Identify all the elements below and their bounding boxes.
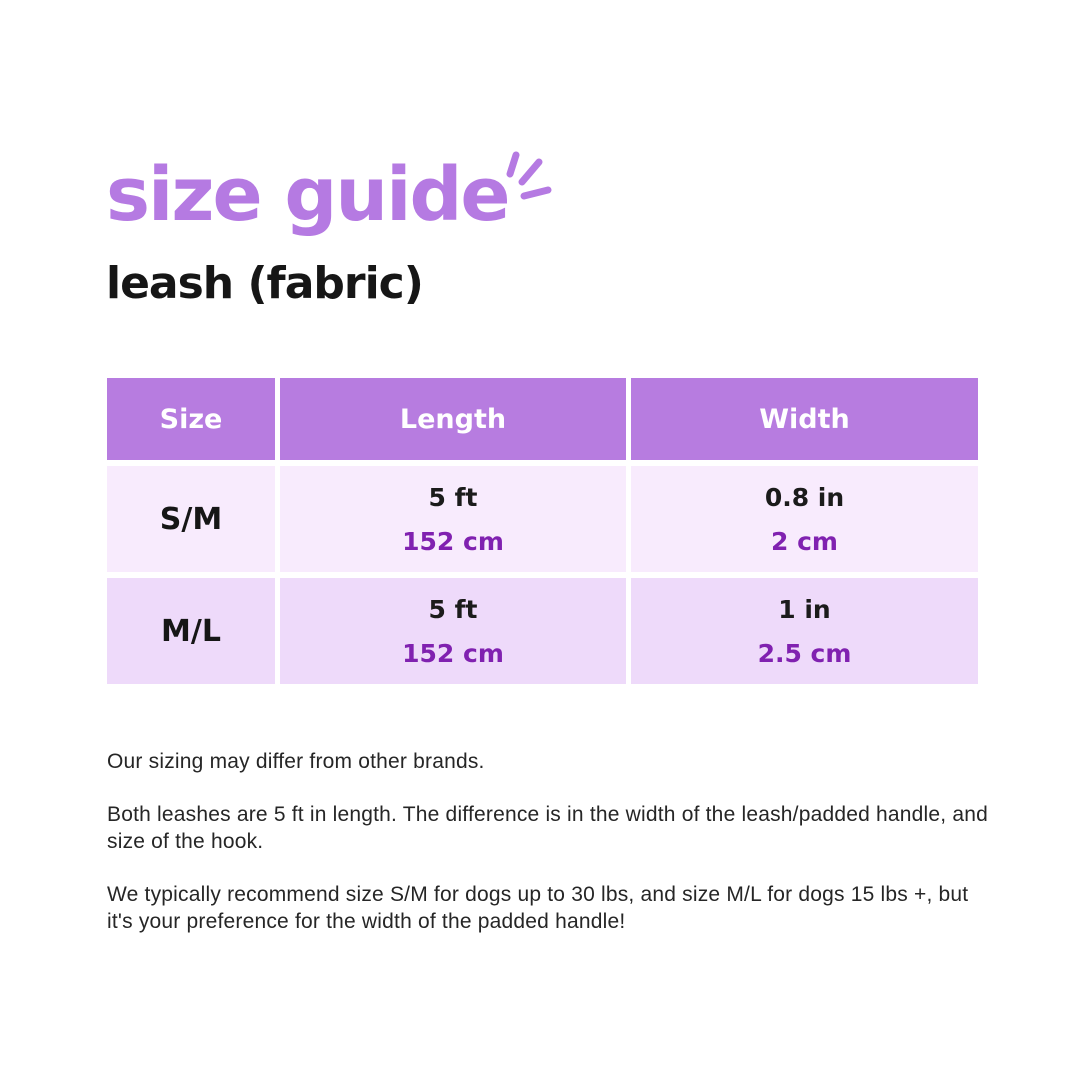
column-header-length: Length xyxy=(280,378,626,460)
width-metric: 2.5 cm xyxy=(757,638,852,668)
page-title: size guide xyxy=(106,152,511,238)
sparkle-accent-icon xyxy=(506,151,552,200)
column-header-width: Width xyxy=(631,378,978,460)
width-imperial: 0.8 in xyxy=(764,482,845,512)
note-recommendation: We typically recommend size S/M for dogs… xyxy=(107,883,969,933)
table-row-ml-width-cell: 1 in 2.5 cm xyxy=(631,578,978,684)
length-imperial: 5 ft xyxy=(428,594,478,624)
size-table: Size Length Width S/M 5 ft 152 cm 0.8 in… xyxy=(107,378,978,684)
size-value: M/L xyxy=(161,613,221,649)
table-row-sm-size-cell: S/M xyxy=(107,466,275,572)
table-row-ml-size-cell: M/L xyxy=(107,578,275,684)
length-metric: 152 cm xyxy=(402,526,504,556)
size-value: S/M xyxy=(159,501,223,537)
note-length-difference: Both leashes are 5 ft in length. The dif… xyxy=(107,803,988,853)
page-subtitle: leash (fabric) xyxy=(106,258,424,309)
note-sizing-differs: Our sizing may differ from other brands. xyxy=(107,750,485,773)
length-imperial: 5 ft xyxy=(428,482,478,512)
length-metric: 152 cm xyxy=(402,638,504,668)
table-row-sm-width-cell: 0.8 in 2 cm xyxy=(631,466,978,572)
column-header-size: Size xyxy=(107,378,275,460)
width-metric: 2 cm xyxy=(771,526,838,556)
table-row-sm-length-cell: 5 ft 152 cm xyxy=(280,466,626,572)
table-row-ml-length-cell: 5 ft 152 cm xyxy=(280,578,626,684)
sizing-notes: Our sizing may differ from other brands.… xyxy=(107,748,989,961)
width-imperial: 1 in xyxy=(778,594,831,624)
